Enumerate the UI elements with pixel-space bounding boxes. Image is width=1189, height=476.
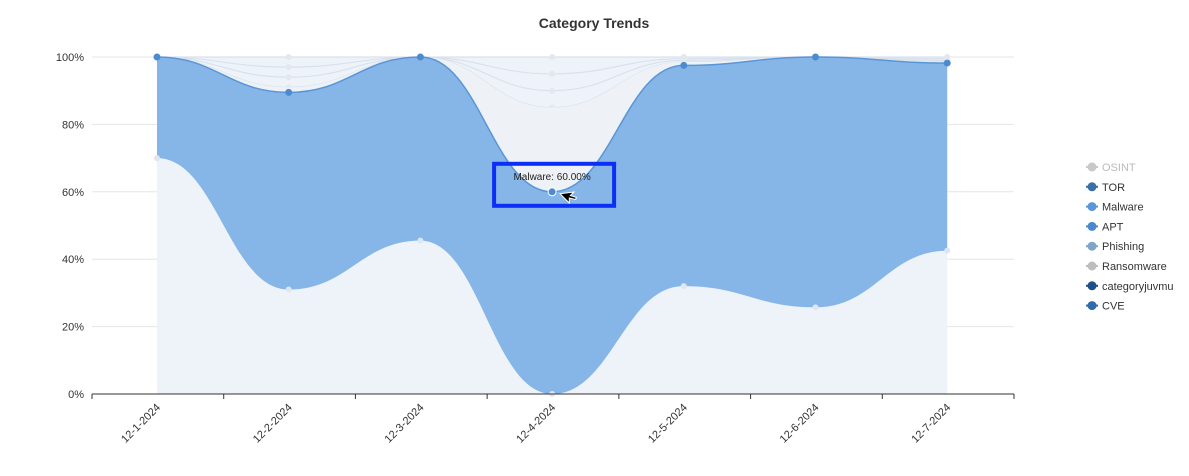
malware-point [812,53,819,61]
legend-item[interactable]: Phishing [1086,241,1144,253]
axes: 12-1-2024 12-2-2024 12-3-2024 12-4-2024 12-5… [91,393,1015,446]
legend-label: Malware [1102,202,1144,214]
malware-point [943,59,951,67]
lower-point [944,247,951,254]
faint-point [549,87,556,94]
lower-point [285,286,292,293]
legend-label: OSINT [1102,162,1136,174]
y-tick-label: 60% [62,187,84,199]
legend-item[interactable]: Ransomware [1086,261,1167,273]
x-tick-label: 12-2-2024 [251,402,295,446]
y-tick-label: 80% [62,119,84,131]
faint-point [285,64,292,71]
y-tick-label: 40% [62,254,84,266]
tooltip: Malware: 60.00% [492,161,617,208]
chart-title: Category Trends [539,15,650,31]
x-tick-label: 12-6-2024 [778,402,822,446]
malware-point [153,53,161,61]
faint-series-fill [157,57,948,192]
legend-item[interactable]: categoryjuvmu [1086,281,1174,293]
legend-item[interactable]: APT [1086,221,1124,233]
legend-label: Ransomware [1102,261,1167,273]
highlight-box [492,161,617,208]
x-tick-label: 12-7-2024 [909,402,953,446]
y-tick-label: 20% [62,322,84,334]
y-tick-label: 100% [56,52,84,64]
x-tick-label: 12-5-2024 [646,402,690,446]
legend-label: categoryjuvmu [1102,281,1174,293]
legend-item[interactable]: TOR [1086,182,1125,194]
tooltip-point [547,187,557,197]
y-tick-label: 0% [68,389,84,401]
x-tick-label: 12-4-2024 [514,402,558,446]
legend-item[interactable]: CVE [1086,301,1125,313]
faint-point [285,74,292,81]
lower-point [417,237,424,244]
cursor-icon [559,191,578,205]
legend-label: APT [1102,221,1124,233]
legend: OSINT TOR Malware APT Phishing Ransomware cate… [1086,162,1174,313]
legend-item[interactable]: OSINT [1086,162,1136,174]
malware-point [416,53,424,61]
lower-point [154,155,160,162]
legend-label: Phishing [1102,241,1144,253]
legend-label: CVE [1102,301,1125,313]
legend-label: TOR [1102,182,1125,194]
malware-area-fill [157,57,948,394]
legend-item[interactable]: Malware [1086,202,1144,214]
malware-point [285,88,293,96]
x-tick-label: 12-1-2024 [119,402,163,446]
x-tick-label: 12-3-2024 [383,402,427,446]
malware-point [680,61,688,69]
lower-point [812,304,819,311]
lower-point [680,283,687,290]
faint-point [285,54,292,60]
faint-point [549,54,556,60]
tooltip-label: Malware: 60.00% [513,172,590,183]
faint-point [549,70,556,77]
